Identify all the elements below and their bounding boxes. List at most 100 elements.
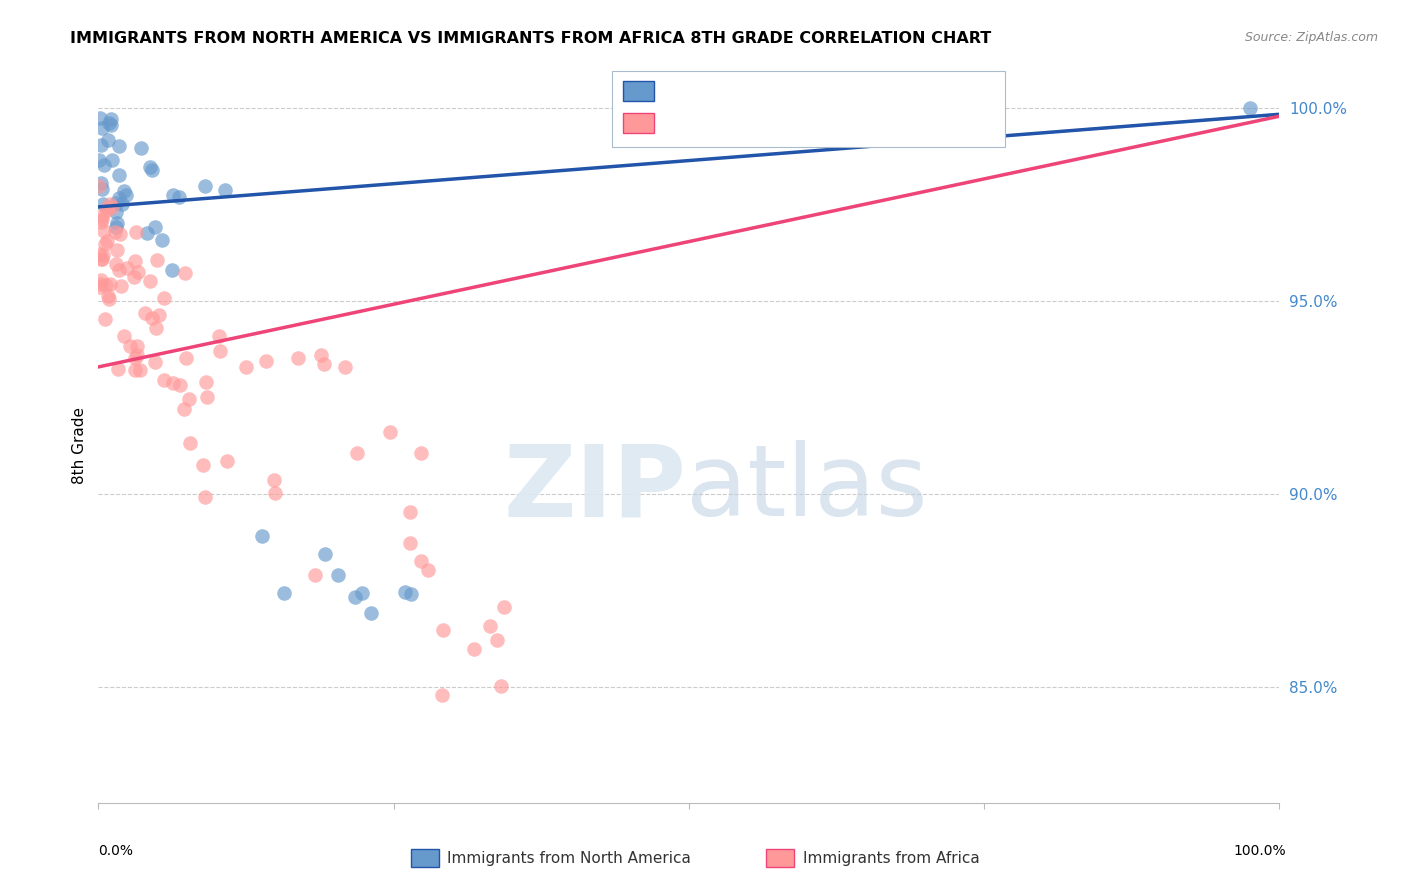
Text: atlas: atlas <box>686 441 928 537</box>
Point <box>124 351 146 365</box>
Text: ZIP: ZIP <box>503 441 686 537</box>
Point <box>93 224 115 238</box>
Point <box>90 181 112 195</box>
Text: 100.0%: 100.0% <box>1234 844 1286 857</box>
Point <box>346 446 368 460</box>
Point <box>139 274 162 288</box>
Point <box>173 401 195 416</box>
Point <box>378 425 401 439</box>
Point <box>97 292 120 306</box>
Point <box>129 362 152 376</box>
Point <box>89 280 111 294</box>
Point <box>398 536 420 550</box>
Text: Source: ZipAtlas.com: Source: ZipAtlas.com <box>1244 31 1378 45</box>
Point <box>105 216 128 230</box>
Point <box>485 633 508 648</box>
Point <box>112 185 135 199</box>
Point <box>153 291 176 305</box>
Point <box>146 252 169 267</box>
Point <box>90 215 112 229</box>
Point <box>263 486 285 500</box>
Point <box>252 528 274 542</box>
Point <box>394 585 416 599</box>
Point <box>194 375 217 389</box>
Point <box>273 586 295 600</box>
Point <box>105 220 128 235</box>
Point <box>194 490 217 504</box>
Point <box>90 252 112 267</box>
Point <box>304 568 326 582</box>
Point <box>287 351 309 366</box>
Point <box>1239 102 1261 116</box>
Point <box>135 226 157 240</box>
Text: Immigrants from North America: Immigrants from North America <box>447 851 690 865</box>
Point <box>101 153 124 167</box>
Point <box>153 373 176 387</box>
Point <box>118 339 141 353</box>
Point <box>139 160 162 174</box>
Point <box>127 265 149 279</box>
Point <box>114 187 136 202</box>
Point <box>411 446 433 460</box>
Point <box>111 196 134 211</box>
Point <box>93 158 115 172</box>
Point <box>117 261 139 276</box>
Point <box>124 253 146 268</box>
Point <box>399 587 422 601</box>
Point <box>174 351 197 365</box>
Point <box>432 688 454 702</box>
Point <box>107 138 129 153</box>
Point <box>254 354 277 368</box>
Point <box>174 266 197 280</box>
Point <box>214 183 236 197</box>
Point <box>160 263 183 277</box>
Point <box>98 196 121 211</box>
Point <box>105 204 128 219</box>
Point <box>91 248 114 262</box>
Point <box>108 191 131 205</box>
Point <box>90 137 112 152</box>
Point <box>100 112 122 127</box>
Point <box>98 116 121 130</box>
Point <box>416 563 439 577</box>
Point <box>89 246 111 260</box>
Point <box>145 321 167 335</box>
Point <box>215 454 238 468</box>
Point <box>89 112 111 126</box>
Point <box>263 473 285 487</box>
Point <box>312 357 335 371</box>
Point <box>399 505 422 519</box>
Point <box>134 306 156 320</box>
Point <box>90 176 112 190</box>
Point <box>179 436 201 450</box>
Point <box>194 178 217 193</box>
Point <box>169 377 191 392</box>
Point <box>91 120 114 135</box>
Point <box>141 310 163 325</box>
Point <box>90 277 112 292</box>
Point <box>87 153 110 168</box>
Point <box>235 360 257 375</box>
Point <box>91 252 114 266</box>
Point <box>100 200 122 214</box>
Point <box>91 211 114 226</box>
Point <box>195 390 218 404</box>
Point <box>104 195 127 210</box>
Text: 0.0%: 0.0% <box>98 844 134 857</box>
Point <box>489 679 512 693</box>
Point <box>208 329 231 343</box>
Y-axis label: 8th Grade: 8th Grade <box>72 408 87 484</box>
Point <box>97 133 120 147</box>
Point <box>326 567 349 582</box>
Point <box>191 458 214 472</box>
Point <box>343 590 366 604</box>
Point <box>94 312 117 326</box>
Point <box>125 225 148 239</box>
Point <box>107 362 129 376</box>
Point <box>96 234 118 248</box>
Point <box>96 289 118 303</box>
Point <box>107 263 129 277</box>
Point <box>96 278 118 293</box>
Text: Immigrants from Africa: Immigrants from Africa <box>803 851 980 865</box>
Point <box>150 233 173 247</box>
